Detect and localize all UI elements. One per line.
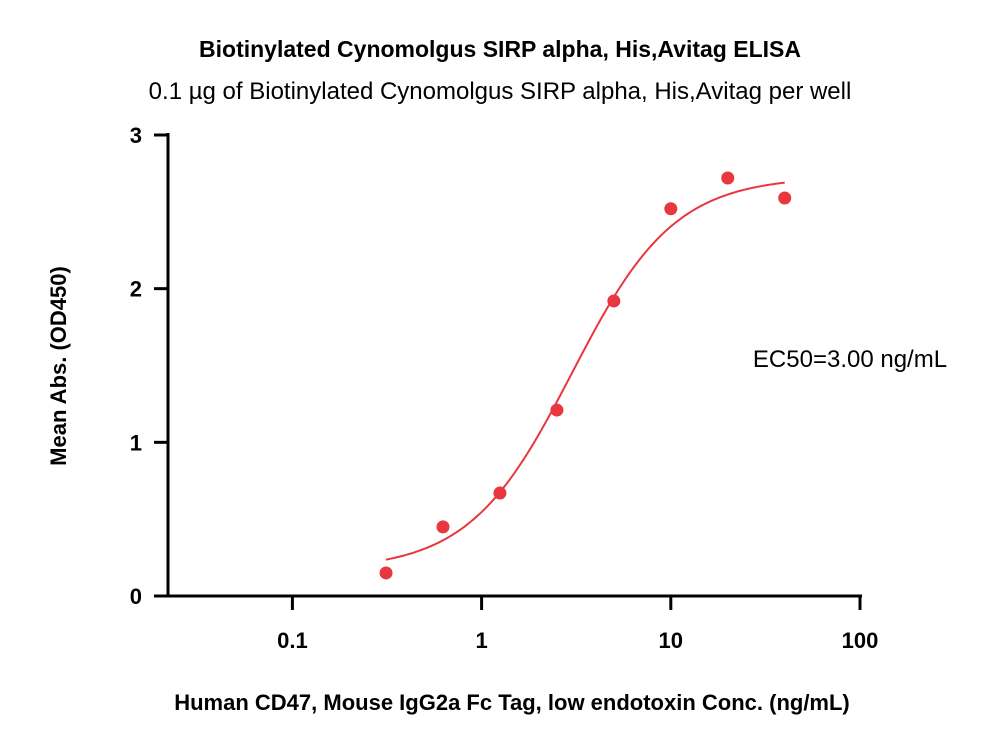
data-point <box>664 202 678 216</box>
x-tick-label: 1 <box>475 628 487 653</box>
chart-subtitle: 0.1 µg of Biotinylated Cynomolgus SIRP a… <box>148 78 852 105</box>
y-tick-label: 2 <box>130 277 142 302</box>
y-axis-label: Mean Abs. (OD450) <box>46 266 71 466</box>
data-point <box>493 486 507 500</box>
fit-curve <box>385 181 785 561</box>
data-points <box>379 171 792 580</box>
data-point <box>379 566 393 580</box>
data-point <box>607 294 621 308</box>
y-tick-label: 3 <box>130 123 142 148</box>
x-tick-label: 10 <box>659 628 683 653</box>
ticks: 0 1 2 3 0.1 1 10 100 <box>130 123 879 653</box>
ec50-annotation: EC50=3.00 ng/mL <box>753 346 947 373</box>
axes <box>166 133 862 598</box>
chart-title: Biotinylated Cynomolgus SIRP alpha, His,… <box>199 36 801 62</box>
x-tick-label: 0.1 <box>277 628 308 653</box>
x-tick-label: 100 <box>842 628 879 653</box>
data-point <box>550 403 564 417</box>
y-tick-label: 0 <box>130 584 142 609</box>
y-tick-label: 1 <box>130 430 142 455</box>
data-point <box>436 520 450 534</box>
data-point <box>721 171 735 185</box>
data-point <box>778 191 792 205</box>
x-axis-label: Human CD47, Mouse IgG2a Fc Tag, low endo… <box>174 690 850 715</box>
